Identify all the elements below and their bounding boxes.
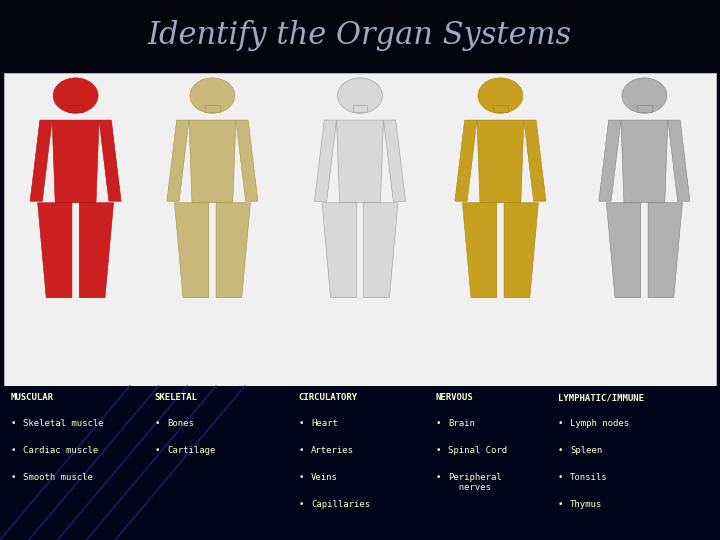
Text: Smooth muscle: Smooth muscle [23,473,93,482]
FancyBboxPatch shape [68,105,83,112]
Ellipse shape [53,78,98,113]
Text: •: • [558,446,563,455]
Polygon shape [189,120,236,202]
Text: Capillaries: Capillaries [311,500,370,509]
Polygon shape [668,120,690,201]
Polygon shape [322,202,356,298]
Polygon shape [79,202,114,298]
Ellipse shape [338,78,382,113]
Text: Arteries: Arteries [311,446,354,455]
Text: •: • [436,473,441,482]
Text: •: • [299,473,304,482]
Polygon shape [477,120,524,202]
Polygon shape [236,120,258,201]
Text: •: • [436,446,441,455]
Polygon shape [216,202,251,298]
Polygon shape [167,120,189,201]
Polygon shape [52,120,99,202]
Text: •: • [299,500,304,509]
Text: LYMPHATIC/IMMUNE: LYMPHATIC/IMMUNE [558,393,644,402]
Polygon shape [315,120,336,201]
Polygon shape [99,120,121,201]
Text: SKELETAL: SKELETAL [155,393,198,402]
FancyBboxPatch shape [493,105,508,112]
Text: •: • [299,419,304,428]
Text: •: • [436,419,441,428]
Polygon shape [648,202,683,298]
Polygon shape [504,202,539,298]
Text: CIRCULATORY: CIRCULATORY [299,393,358,402]
Text: •: • [11,473,16,482]
Polygon shape [606,202,641,298]
Text: •: • [11,419,16,428]
Text: •: • [11,446,16,455]
Text: MUSCULAR: MUSCULAR [11,393,54,402]
Text: Peripheral
  nerves: Peripheral nerves [448,473,502,492]
FancyBboxPatch shape [4,73,716,386]
Polygon shape [455,120,477,201]
Text: Thymus: Thymus [570,500,603,509]
Text: Bones: Bones [167,419,194,428]
Text: Skeletal muscle: Skeletal muscle [23,419,104,428]
Ellipse shape [190,78,235,113]
Polygon shape [364,202,398,298]
Text: Tonsils: Tonsils [570,473,608,482]
Text: Lymph nodes: Lymph nodes [570,419,629,428]
Polygon shape [599,120,621,201]
Text: •: • [558,500,563,509]
FancyBboxPatch shape [205,105,220,112]
Text: •: • [155,446,160,455]
Polygon shape [174,202,209,298]
Text: Cartilage: Cartilage [167,446,215,455]
Text: Brain: Brain [448,419,474,428]
Polygon shape [384,120,405,201]
Text: •: • [558,419,563,428]
FancyBboxPatch shape [637,105,652,112]
Text: Spinal Cord: Spinal Cord [448,446,507,455]
Text: Veins: Veins [311,473,338,482]
Text: Spleen: Spleen [570,446,603,455]
Polygon shape [336,120,384,202]
Text: Identify the Organ Systems: Identify the Organ Systems [148,19,572,51]
Text: •: • [558,473,563,482]
Ellipse shape [622,78,667,113]
Polygon shape [30,120,52,201]
Polygon shape [621,120,668,202]
FancyBboxPatch shape [0,386,720,540]
Text: •: • [155,419,160,428]
Text: NERVOUS: NERVOUS [436,393,473,402]
Text: •: • [299,446,304,455]
Polygon shape [462,202,497,298]
Polygon shape [37,202,72,298]
Text: Heart: Heart [311,419,338,428]
Text: Cardiac muscle: Cardiac muscle [23,446,99,455]
Ellipse shape [478,78,523,113]
FancyBboxPatch shape [353,105,367,112]
Polygon shape [524,120,546,201]
